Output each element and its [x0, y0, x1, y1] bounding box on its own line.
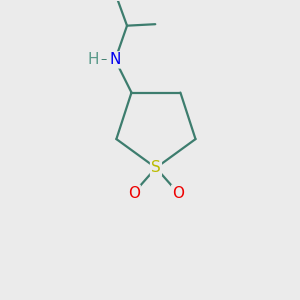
Text: H: H: [87, 52, 99, 68]
Text: –: –: [101, 53, 107, 66]
Text: N: N: [110, 52, 121, 68]
Text: O: O: [128, 186, 140, 201]
Text: O: O: [172, 186, 184, 201]
Text: S: S: [151, 160, 161, 175]
